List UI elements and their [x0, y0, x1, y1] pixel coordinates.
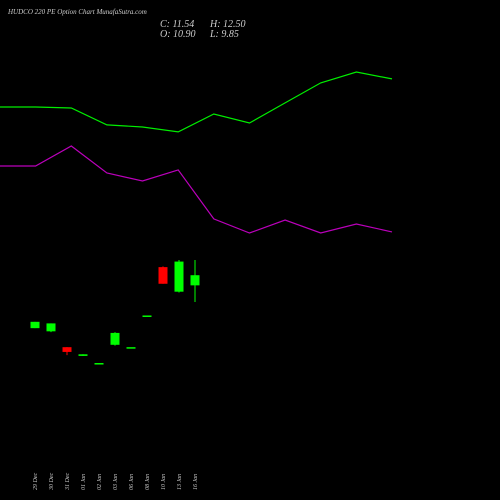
candle-body [158, 267, 168, 284]
candle-body [142, 315, 152, 317]
x-tick-label: 30 Dec [49, 473, 55, 491]
candle-body [174, 261, 184, 292]
candle-body [94, 363, 104, 365]
x-tick-label: 13 Jan [177, 474, 183, 490]
ohlc-label: O: 10.90 [160, 29, 196, 40]
x-tick-label: 10 Jan [161, 474, 167, 490]
ohlc-label: H: 12.50 [209, 19, 246, 30]
x-tick-label: 16 Jan [193, 474, 199, 490]
x-tick-label: 03 Jan [113, 474, 119, 490]
x-tick-label: 01 Jan [81, 474, 87, 490]
line-series [0, 145, 393, 234]
x-tick-label: 02 Jan [97, 474, 103, 490]
x-tick-label: 08 Jan [145, 474, 151, 490]
candle-body [78, 354, 88, 356]
chart-title: HUDCO 220 PE Option Chart MunafaSutra.co… [7, 8, 147, 16]
line-series [0, 71, 393, 133]
candle-body [126, 347, 136, 349]
ohlc-label: L: 9.85 [209, 29, 239, 40]
x-tick-label: 06 Jan [129, 474, 135, 490]
x-tick-label: 29 Dec [33, 473, 39, 490]
x-tick-label: 31 Dec [65, 473, 71, 491]
candle-body [46, 323, 56, 332]
ohlc-label: C: 11.54 [160, 19, 194, 30]
candle-body [110, 332, 120, 345]
candle-body [30, 321, 40, 329]
candle-body [190, 275, 200, 286]
candle-body [62, 347, 72, 352]
